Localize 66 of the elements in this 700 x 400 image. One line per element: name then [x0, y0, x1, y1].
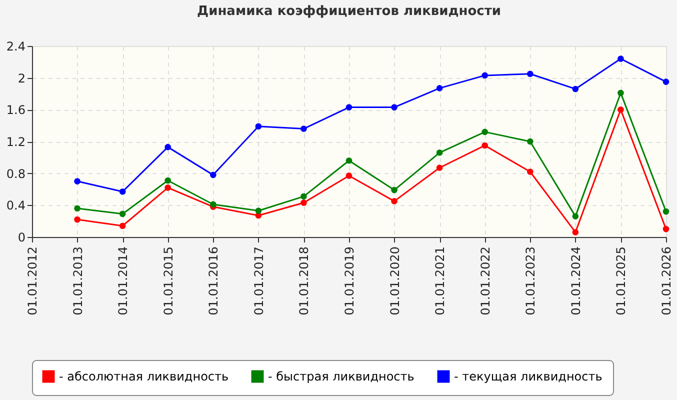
point: [210, 172, 216, 178]
point: [526, 168, 534, 175]
legend-label: - текущая ликвидность: [454, 370, 602, 384]
y-tick-label: 1.2: [6, 135, 26, 149]
point: [618, 56, 624, 62]
point: [391, 198, 398, 204]
x-tick-label: 01.01.2024: [568, 246, 583, 316]
x-tick-label: 01.01.2026: [660, 246, 674, 316]
x-tick-label: 01.01.2013: [70, 246, 85, 316]
point: [164, 177, 172, 184]
y-tick-label: 0.4: [6, 198, 26, 213]
legend-label: - быстрая ликвидность: [268, 370, 414, 384]
point: [300, 126, 307, 132]
y-tick-label: 0.8: [6, 166, 26, 181]
y-tick-label: 2: [18, 71, 26, 86]
point: [391, 186, 398, 194]
point: [391, 104, 398, 110]
point: [662, 208, 670, 215]
point: [164, 144, 172, 150]
point: [436, 149, 443, 156]
point: [346, 157, 352, 164]
legend-label: - абсолютная ликвидность: [59, 370, 229, 384]
point: [346, 104, 352, 110]
x-tick-label: 01.01.2018: [297, 246, 312, 316]
x-tick-label: 01.01.2019: [342, 246, 356, 316]
point: [119, 222, 126, 230]
point: [618, 90, 624, 96]
point: [74, 216, 80, 223]
x-tick-label: 01.01.2012: [26, 246, 40, 316]
x-tick-label: 01.01.2025: [614, 246, 628, 316]
x-tick-label: 01.01.2022: [478, 246, 492, 316]
point: [618, 106, 624, 113]
x-tick-label: 01.01.2017: [252, 246, 266, 316]
point: [74, 178, 80, 184]
point: [436, 164, 443, 171]
point: [119, 188, 126, 195]
x-tick-label: 01.01.2016: [206, 246, 221, 316]
y-tick-label: 1.6: [6, 103, 26, 118]
x-tick-label: 01.01.2023: [524, 246, 538, 316]
x-tick-label: 01.01.2021: [433, 246, 448, 316]
y-tick-label: 0: [18, 230, 26, 244]
point: [482, 128, 488, 136]
point: [662, 78, 670, 85]
point: [210, 201, 216, 208]
point: [572, 229, 579, 236]
point: [300, 193, 307, 200]
point: [572, 86, 579, 92]
point: [74, 205, 80, 212]
point: [255, 123, 262, 130]
point: [526, 138, 534, 145]
x-tick-label: 01.01.2015: [161, 246, 176, 316]
point: [255, 208, 262, 214]
point: [436, 85, 443, 92]
point: [164, 184, 172, 191]
point: [119, 210, 126, 218]
y-tick-label: 2.4: [6, 40, 26, 54]
point: [662, 226, 670, 232]
point: [300, 200, 307, 206]
x-tick-label: 01.01.2014: [116, 246, 130, 316]
point: [346, 172, 352, 179]
point: [526, 70, 534, 78]
point: [482, 142, 488, 149]
point: [572, 213, 579, 220]
chart-title: Динамика коэффициентов ликвидности: [197, 4, 501, 19]
x-tick-label: 01.01.2020: [388, 246, 402, 316]
point: [482, 72, 488, 79]
